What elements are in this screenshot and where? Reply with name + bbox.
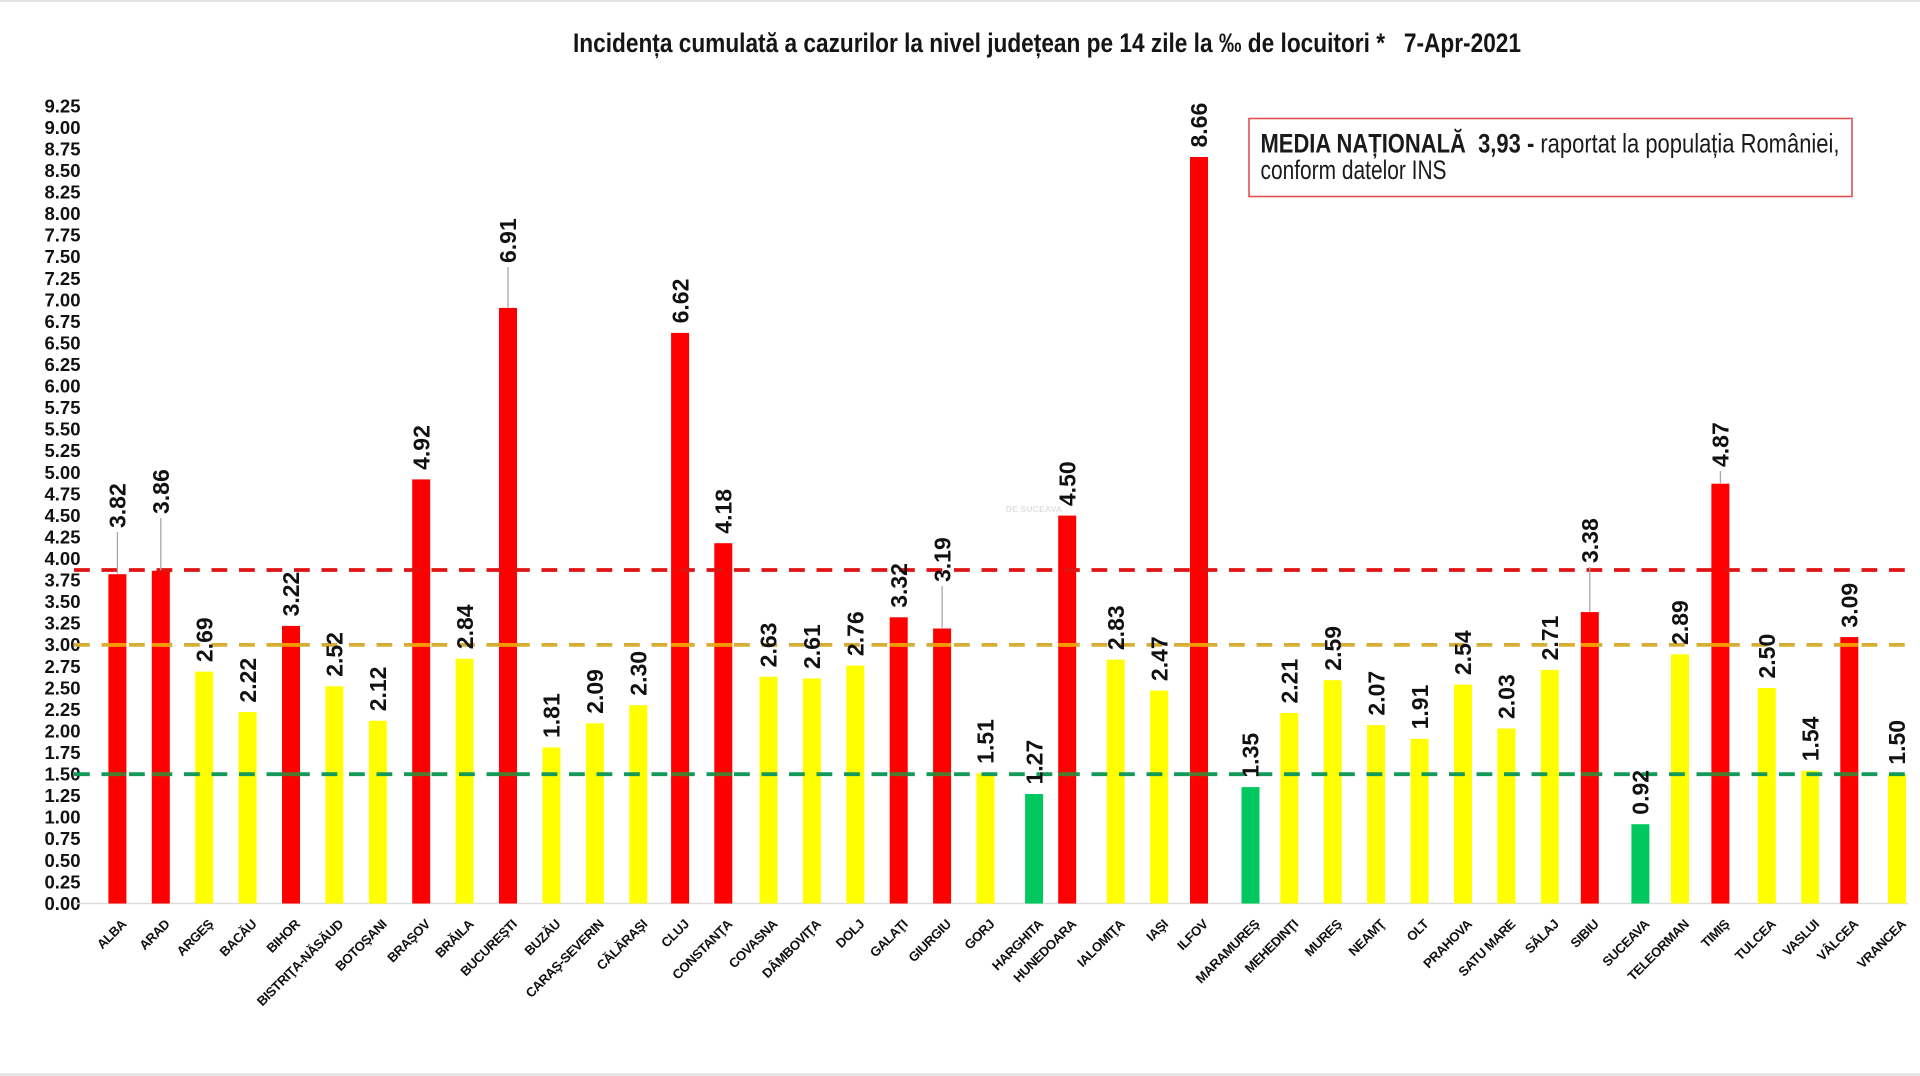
- svg-text:0.75: 0.75: [44, 828, 80, 849]
- svg-text:3.00: 3.00: [44, 634, 80, 655]
- svg-text:6.25: 6.25: [44, 354, 80, 375]
- svg-text:2.22: 2.22: [235, 658, 261, 703]
- svg-text:2.21: 2.21: [1277, 659, 1303, 704]
- svg-text:2.50: 2.50: [44, 677, 80, 698]
- svg-text:1.54: 1.54: [1797, 716, 1823, 761]
- svg-text:9.00: 9.00: [44, 117, 80, 138]
- svg-text:6.62: 6.62: [667, 279, 693, 324]
- svg-text:7.50: 7.50: [44, 246, 80, 267]
- svg-text:1.51: 1.51: [973, 719, 999, 764]
- svg-text:2.03: 2.03: [1494, 674, 1520, 719]
- svg-text:3.75: 3.75: [44, 570, 80, 591]
- svg-text:5.25: 5.25: [44, 440, 80, 461]
- svg-text:1.50: 1.50: [44, 764, 80, 785]
- svg-text:6.50: 6.50: [44, 332, 80, 353]
- svg-text:6.00: 6.00: [44, 376, 80, 397]
- svg-text:3.86: 3.86: [148, 469, 174, 514]
- svg-text:2.50: 2.50: [1754, 634, 1780, 679]
- svg-text:2.30: 2.30: [626, 651, 652, 696]
- svg-text:2.63: 2.63: [756, 623, 782, 668]
- svg-text:1.91: 1.91: [1407, 684, 1433, 729]
- svg-text:4.18: 4.18: [711, 489, 737, 534]
- svg-text:4.50: 4.50: [1054, 461, 1080, 506]
- svg-text:3.09: 3.09: [1837, 583, 1863, 628]
- svg-text:1.00: 1.00: [44, 807, 80, 828]
- svg-text:7.00: 7.00: [44, 289, 80, 310]
- svg-text:8.75: 8.75: [44, 138, 80, 159]
- svg-text:2.76: 2.76: [843, 611, 869, 656]
- svg-text:2.69: 2.69: [191, 617, 217, 662]
- svg-text:0.25: 0.25: [44, 871, 80, 892]
- svg-text:2.09: 2.09: [582, 669, 608, 714]
- svg-text:2.59: 2.59: [1320, 626, 1346, 671]
- svg-text:1.35: 1.35: [1238, 733, 1264, 778]
- svg-text:2.54: 2.54: [1450, 630, 1476, 675]
- svg-text:3.25: 3.25: [44, 613, 80, 634]
- svg-text:3.32: 3.32: [886, 563, 912, 608]
- svg-text:8.66: 8.66: [1186, 103, 1212, 148]
- svg-text:0.50: 0.50: [44, 850, 80, 871]
- svg-text:9.25: 9.25: [44, 95, 80, 116]
- svg-text:2.75: 2.75: [44, 656, 80, 677]
- svg-text:4.75: 4.75: [44, 483, 80, 504]
- svg-text:2.61: 2.61: [799, 624, 825, 669]
- svg-text:3.82: 3.82: [105, 483, 131, 528]
- svg-text:2.84: 2.84: [452, 604, 478, 649]
- svg-text:MEDIA NAȚIONALĂ 3,93 - raport: MEDIA NAȚIONALĂ 3,93 - raportat la popul…: [1261, 129, 1840, 159]
- svg-text:5.50: 5.50: [44, 419, 80, 440]
- svg-text:5.00: 5.00: [44, 462, 80, 483]
- svg-text:6.91: 6.91: [495, 218, 521, 263]
- svg-text:4.50: 4.50: [44, 505, 80, 526]
- svg-text:2.25: 2.25: [44, 699, 80, 720]
- svg-text:0.92: 0.92: [1628, 770, 1654, 815]
- svg-text:6.75: 6.75: [44, 311, 80, 332]
- svg-text:DE SUCEAVA: DE SUCEAVA: [1006, 504, 1062, 514]
- svg-text:8.25: 8.25: [44, 182, 80, 203]
- svg-text:conform datelor INS: conform datelor INS: [1261, 155, 1447, 185]
- svg-text:Incidența cumulată a cazurilor: Incidența cumulată a cazurilor la nivel …: [573, 28, 1521, 58]
- svg-text:4.25: 4.25: [44, 526, 80, 547]
- svg-text:1.50: 1.50: [1884, 720, 1910, 765]
- svg-text:2.52: 2.52: [322, 632, 348, 677]
- svg-text:7.75: 7.75: [44, 225, 80, 246]
- svg-text:3.50: 3.50: [44, 591, 80, 612]
- svg-text:2.83: 2.83: [1103, 605, 1129, 650]
- svg-text:8.50: 8.50: [44, 160, 80, 181]
- svg-text:2.47: 2.47: [1146, 636, 1172, 681]
- svg-text:3.22: 3.22: [278, 572, 304, 617]
- svg-text:7.25: 7.25: [44, 268, 80, 289]
- svg-text:1.27: 1.27: [1021, 740, 1047, 785]
- svg-text:5.75: 5.75: [44, 397, 80, 418]
- svg-text:1.81: 1.81: [539, 693, 565, 738]
- svg-text:3.19: 3.19: [929, 537, 955, 582]
- svg-text:3.38: 3.38: [1577, 518, 1603, 563]
- svg-text:2.00: 2.00: [44, 721, 80, 742]
- svg-text:2.12: 2.12: [365, 667, 391, 712]
- svg-text:1.75: 1.75: [44, 742, 80, 763]
- svg-text:2.07: 2.07: [1363, 671, 1389, 716]
- svg-text:4.92: 4.92: [408, 425, 434, 470]
- svg-text:4.87: 4.87: [1708, 422, 1734, 467]
- svg-text:2.89: 2.89: [1667, 600, 1693, 645]
- svg-text:2.71: 2.71: [1537, 615, 1563, 660]
- svg-text:1.25: 1.25: [44, 785, 80, 806]
- svg-text:4.00: 4.00: [44, 548, 80, 569]
- svg-text:0.00: 0.00: [44, 893, 80, 914]
- svg-text:8.00: 8.00: [44, 203, 80, 224]
